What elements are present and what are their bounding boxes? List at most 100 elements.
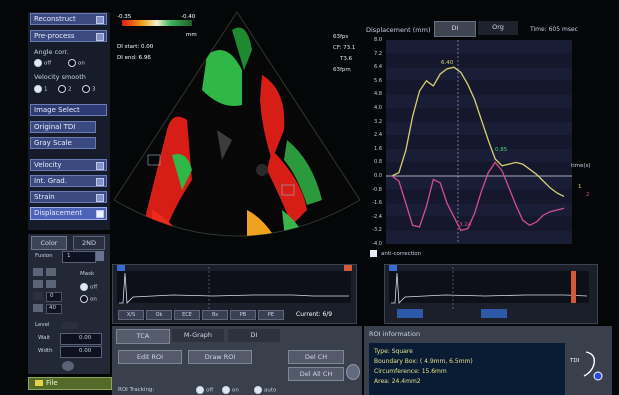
swatch[interactable] <box>33 268 43 276</box>
swatch[interactable] <box>33 292 43 300</box>
echo-param-1: 63fps <box>333 34 349 40</box>
width-field[interactable]: 0.00 <box>60 346 102 358</box>
tab-color[interactable]: Color <box>31 236 67 250</box>
series-line-2 <box>391 161 565 232</box>
folder-icon <box>35 380 43 386</box>
timeline-button[interactable]: ECE <box>174 310 200 320</box>
colorbar-min-label: -0.35 <box>117 14 132 20</box>
grid-band <box>386 40 572 54</box>
checkbox-icon <box>96 178 104 186</box>
grid-band <box>386 108 572 122</box>
fusion-stepper[interactable] <box>96 251 104 261</box>
timeline-button[interactable]: PE <box>258 310 284 320</box>
level-field[interactable] <box>62 322 78 329</box>
grid-band <box>386 216 572 231</box>
mask-on-radio[interactable]: on <box>80 295 97 303</box>
time-readout: Time: 605 msec <box>530 26 578 33</box>
swatch-value-field[interactable]: 40 <box>46 304 62 314</box>
checkbox-icon <box>96 210 104 218</box>
timeline-right[interactable] <box>384 264 598 324</box>
original-tdi-button[interactable]: Original TDI <box>30 121 96 133</box>
timeline-button[interactable]: PB <box>230 310 256 320</box>
angle-corr-label: Angle corr. <box>34 48 69 56</box>
colorbar-max-label: -0.40 <box>181 14 196 20</box>
roi-tracking-off-radio[interactable]: off <box>196 386 213 394</box>
swatch-value-field[interactable]: 0 <box>46 292 62 302</box>
edit-roi-button[interactable]: Edit ROI <box>118 350 182 364</box>
checkbox-icon <box>96 194 104 202</box>
reconstruct-button[interactable]: Reconstruct <box>30 13 107 25</box>
grid-band <box>386 80 572 95</box>
echo-image[interactable] <box>112 10 362 262</box>
del-all-ch-button[interactable]: Del All CH <box>288 367 344 381</box>
mask-off-radio[interactable]: off <box>80 283 97 291</box>
wait-field[interactable]: 0.00 <box>60 333 102 345</box>
tab-mgraph[interactable]: M-Graph <box>172 329 224 342</box>
width-value: 0.00 <box>79 348 92 354</box>
displacement-button[interactable]: Displacement <box>30 207 107 220</box>
radio-icon <box>68 59 76 67</box>
velocity-smooth-opt-3[interactable]: 3 <box>82 85 96 93</box>
series-2-label: 2 <box>586 192 590 198</box>
grid-band <box>386 203 572 217</box>
velocity-smooth-opt-2[interactable]: 2 <box>58 85 72 93</box>
fusion-value: 1 <box>67 253 71 259</box>
gray-scale-button[interactable]: Gray Scale <box>30 137 96 149</box>
y-tick-label: -0.8 <box>372 186 382 193</box>
timeline-button[interactable]: Ok <box>146 310 172 320</box>
grid-band <box>386 53 572 68</box>
tab-di-plot[interactable]: DI <box>434 21 476 37</box>
timeline-button[interactable]: X/S <box>118 310 144 320</box>
grid-band <box>386 230 572 244</box>
app-logo: TDI <box>570 346 606 384</box>
int-grad-button[interactable]: Int. Grad. <box>30 175 107 187</box>
roi-tracking-auto-radio[interactable]: auto <box>254 386 276 394</box>
mask-on-label: on <box>90 296 97 303</box>
wait-value: 0.00 <box>79 335 92 341</box>
tab-org-plot[interactable]: Org <box>478 21 518 35</box>
swatch[interactable] <box>46 268 56 276</box>
tab-di-bottom[interactable]: DI <box>228 329 280 342</box>
velocity-smooth-opt-1[interactable]: 1 <box>34 85 48 93</box>
strain-button[interactable]: Strain <box>30 191 107 203</box>
swatch[interactable] <box>46 280 56 288</box>
file-label: File <box>46 379 58 387</box>
displacement-plot[interactable] <box>386 40 572 244</box>
radio-icon <box>82 85 90 93</box>
del-ch-button[interactable]: Del CH <box>288 350 344 364</box>
angle-corr-on-radio[interactable]: on <box>68 59 85 67</box>
draw-roi-button[interactable]: Draw ROI <box>188 350 252 364</box>
swatch[interactable] <box>33 304 43 312</box>
timeline-button[interactable]: Bs <box>202 310 228 320</box>
scroll-knob-icon[interactable] <box>346 364 360 380</box>
tab-2nd[interactable]: 2ND <box>73 236 105 250</box>
grid-band <box>386 121 572 136</box>
displacement-chart <box>386 40 572 244</box>
file-button[interactable]: File <box>28 377 112 390</box>
echo-param-2: CF: 73.1 <box>333 45 356 51</box>
anti-correction-checkbox[interactable] <box>370 250 377 257</box>
angle-corr-off-radio[interactable]: off <box>34 59 51 67</box>
mask-off-label: off <box>90 284 98 291</box>
checkbox-icon <box>96 16 104 24</box>
grid-band <box>386 67 572 81</box>
tab-tca[interactable]: TCA <box>116 329 170 344</box>
y-tick-label: -2.4 <box>372 213 382 220</box>
scroll-knob-icon[interactable] <box>62 361 74 371</box>
color-swatch-grid[interactable]: 0 40 <box>33 268 71 316</box>
swatch[interactable] <box>33 280 43 288</box>
y-tick-label: 1.6 <box>374 145 382 152</box>
velocity-button[interactable]: Velocity <box>30 159 107 171</box>
grid-band <box>386 135 572 149</box>
roi-tracking-on-radio[interactable]: on <box>222 386 239 394</box>
echo-param-3: T3.6 <box>340 56 353 62</box>
strain-label: Strain <box>34 193 55 201</box>
velocity-label: Velocity <box>34 161 62 169</box>
current-frame-readout: Current: 6/9 <box>296 311 333 318</box>
preprocess-button[interactable]: Pre-process <box>30 30 107 42</box>
radio-icon <box>80 283 88 291</box>
checkbox-icon <box>96 162 104 170</box>
fusion-field[interactable]: 1 <box>62 251 96 263</box>
y-tick-label: 8.0 <box>374 37 382 43</box>
image-select-header[interactable]: Image Select <box>30 104 107 116</box>
